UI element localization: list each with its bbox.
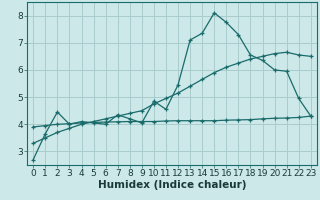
X-axis label: Humidex (Indice chaleur): Humidex (Indice chaleur)	[98, 180, 246, 190]
